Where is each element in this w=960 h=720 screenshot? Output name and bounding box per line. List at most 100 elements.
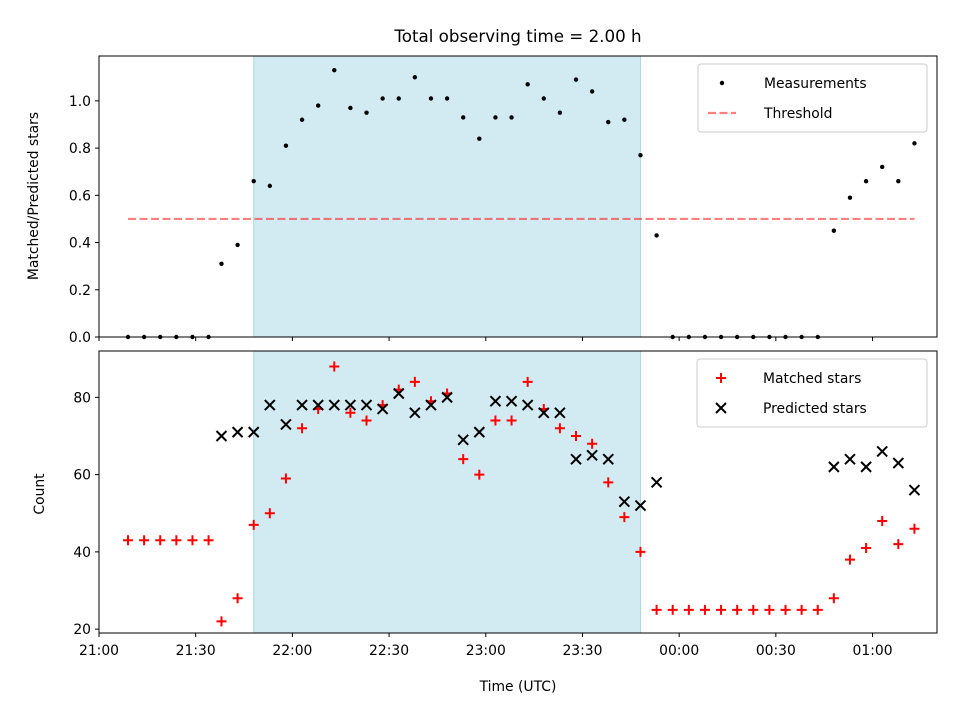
predicted-star-point <box>425 399 437 411</box>
matched-star-point <box>861 543 872 554</box>
measurement-point <box>396 96 401 101</box>
matched-star-point <box>345 407 356 418</box>
count-x-tick-label: 00:30 <box>756 643 796 659</box>
measurement-point <box>315 103 321 108</box>
matched-star-point <box>748 604 759 615</box>
matched-star-point <box>216 616 227 627</box>
matched-star-point <box>297 423 308 434</box>
count-axes-frame <box>98 350 938 634</box>
panel-ratio: 0.0 0.2 0.4 0.6 0.8 1.0 Matched/Predicted sta… <box>26 55 938 346</box>
measurement-point <box>493 115 498 120</box>
measurement-point <box>654 233 659 238</box>
measurement-point <box>589 89 595 94</box>
measurement-point <box>477 136 482 141</box>
measurement-point <box>235 242 240 248</box>
measurement-point <box>283 143 289 148</box>
matched-star-point <box>203 535 214 546</box>
legend-label: Matched stars <box>763 371 861 387</box>
predicted-star-point <box>521 399 534 411</box>
x-axis-label: Time (UTC) <box>479 679 557 695</box>
matched-star-point <box>796 604 807 615</box>
count-y-tick-label: 60 <box>73 468 91 484</box>
predicted-star-point <box>376 403 389 415</box>
matched-star-point <box>812 604 823 615</box>
measurement-point <box>364 110 369 115</box>
predicted-star-point <box>441 391 453 404</box>
matched-star-point <box>909 523 920 534</box>
count-y-ticks: 20 40 60 80 <box>73 390 99 638</box>
predicted-star-point <box>248 426 260 438</box>
predicted-star-point <box>554 407 566 419</box>
ratio-axes-frame <box>98 55 938 338</box>
predicted-star-point <box>634 499 647 512</box>
measurement-point <box>831 228 837 233</box>
matched-star-point <box>603 477 614 488</box>
count-marks <box>123 361 921 627</box>
matched-star-point <box>764 604 775 615</box>
predicted-star-point <box>538 407 550 419</box>
predicted-star-point <box>489 395 502 407</box>
measurement-point <box>332 67 337 73</box>
ratio-y-tick-label: 1.0 <box>69 94 91 110</box>
predicted-star-point <box>860 461 872 473</box>
matched-star-point <box>651 604 662 615</box>
measurement-point <box>219 261 224 266</box>
predicted-star-point <box>328 399 340 411</box>
legend-marker-plus <box>716 373 726 383</box>
measurement-point <box>267 183 273 189</box>
count-x-tick-label: 21:00 <box>79 643 119 659</box>
chart-title: Total observing time = 2.00 h <box>393 26 641 46</box>
count-y-tick-label: 40 <box>73 545 91 561</box>
legend-marker-dot <box>719 80 725 86</box>
measurement-point <box>606 119 611 125</box>
predicted-star-point <box>264 399 276 411</box>
count-legend: Matched stars Predicted stars <box>696 358 928 428</box>
predicted-star-point <box>844 453 856 465</box>
matched-star-point <box>683 604 694 615</box>
legend-box <box>696 358 928 428</box>
measurement-point <box>557 110 563 115</box>
measurement-point <box>622 117 627 122</box>
predicted-star-point <box>602 453 614 465</box>
matched-star-point <box>409 376 420 387</box>
predicted-star-point <box>344 399 357 411</box>
panel-count: 20 40 60 80 21:00 21:30 22:00 22:30 23:00 23:30 0… <box>32 350 938 695</box>
matched-star-point <box>361 415 372 426</box>
measurement-point <box>912 141 917 146</box>
ratio-y-ticks: 0.0 0.2 0.4 0.6 0.8 1.0 <box>69 94 99 346</box>
count-x-tick-label: 21:30 <box>176 643 216 659</box>
ratio-y-tick-label: 0.0 <box>69 330 91 346</box>
predicted-star-point <box>215 430 228 442</box>
measurement-point <box>573 77 579 82</box>
measurement-point <box>638 152 643 158</box>
predicted-star-point <box>312 399 324 411</box>
measurement-point <box>251 178 256 184</box>
legend-marker-x <box>715 402 727 414</box>
predicted-star-point <box>828 461 840 473</box>
legend-label: Measurements <box>764 76 867 92</box>
measurement-point <box>380 96 385 101</box>
measurement-point <box>461 115 466 120</box>
legend-box <box>697 63 928 133</box>
count-x-ticks: 21:00 21:30 22:00 22:30 23:00 23:30 00:00 00:30… <box>79 633 893 659</box>
count-x-tick-label: 01:00 <box>853 643 893 659</box>
count-y-tick-label: 20 <box>73 622 91 638</box>
count-x-tick-label: 23:30 <box>562 643 602 659</box>
predicted-star-point <box>409 407 421 419</box>
matched-star-point <box>635 546 646 557</box>
predicted-star-point <box>892 457 905 469</box>
matched-star-point <box>732 604 743 615</box>
matched-star-point <box>474 469 485 480</box>
count-x-tick-label: 22:30 <box>369 643 409 659</box>
ratio-y-tick-label: 0.2 <box>69 283 91 299</box>
measurement-point <box>412 75 418 80</box>
predicted-star-point <box>473 426 486 438</box>
predicted-star-point <box>280 418 292 431</box>
predicted-star-point <box>618 495 631 508</box>
legend-label: Threshold <box>763 106 832 122</box>
matched-star-point <box>458 454 469 465</box>
measurement-point <box>525 82 530 87</box>
matched-star-point <box>667 604 678 615</box>
matched-star-point <box>280 473 291 484</box>
measurement-point <box>509 115 514 120</box>
